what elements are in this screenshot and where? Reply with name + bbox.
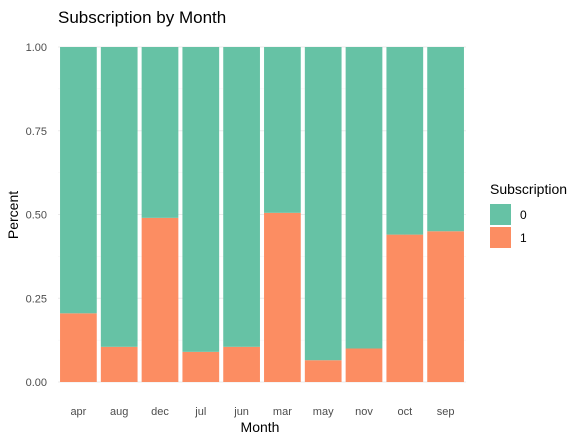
bar-jun-series-1	[223, 346, 260, 382]
bar-apr-series-1	[60, 313, 97, 382]
bar-may-series-1	[304, 360, 342, 382]
x-tick-label: may	[313, 406, 334, 418]
bar-nov-series-1	[345, 348, 383, 382]
bar-oct-series-1	[386, 234, 424, 382]
x-tick-label: nov	[355, 406, 373, 418]
bar-mar-series-0	[264, 47, 301, 213]
y-tick-label: 1.00	[26, 42, 47, 54]
x-tick-labels: apr aug dec jul jun mar may nov oct sep	[70, 406, 454, 418]
y-axis-title: Percent	[5, 191, 21, 239]
legend-key-1	[490, 227, 511, 248]
x-axis-title: Month	[241, 419, 280, 435]
bars	[60, 47, 464, 382]
bar-sep-series-0	[427, 47, 464, 232]
bar-aug-series-1	[100, 346, 138, 382]
bar-sep-series-1	[427, 231, 464, 382]
bar-apr-series-0	[60, 47, 97, 314]
legend-key-0	[490, 204, 511, 225]
bar-dec-series-0	[141, 47, 179, 218]
bar-may-series-0	[304, 47, 342, 361]
legend-label-0: 0	[520, 208, 527, 222]
legend-label-1: 1	[520, 231, 527, 245]
bar-oct-series-0	[386, 47, 424, 235]
x-tick-label: apr	[70, 406, 86, 418]
bar-jul-series-0	[182, 47, 220, 352]
x-tick-label: mar	[273, 406, 292, 418]
x-tick-label: oct	[397, 406, 412, 418]
y-tick-labels: 0.00 0.25 0.50 0.75 1.00	[26, 42, 47, 389]
bar-aug-series-0	[100, 47, 138, 347]
chart-title: Subscription by Month	[58, 8, 226, 27]
bar-jul-series-1	[182, 351, 220, 382]
legend-title: Subscription	[490, 181, 567, 197]
bar-jun-series-0	[223, 47, 260, 347]
bar-nov-series-0	[345, 47, 383, 349]
x-tick-label: jul	[194, 406, 206, 418]
x-tick-label: dec	[151, 406, 169, 418]
x-tick-label: jun	[233, 406, 249, 418]
bar-dec-series-1	[141, 217, 179, 382]
y-tick-label: 0.75	[26, 126, 47, 138]
y-tick-label: 0.25	[26, 293, 47, 305]
y-tick-label: 0.00	[26, 377, 47, 389]
bar-mar-series-1	[264, 212, 301, 382]
x-tick-label: aug	[110, 406, 128, 418]
y-tick-label: 0.50	[26, 210, 47, 222]
x-tick-label: sep	[437, 406, 455, 418]
legend: Subscription 0 1	[490, 181, 567, 248]
